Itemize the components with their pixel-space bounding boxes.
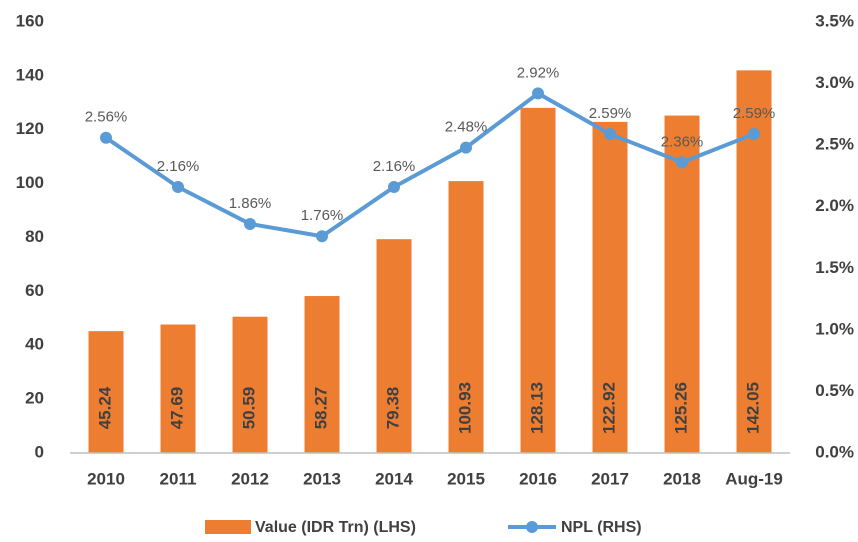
bar-value-label: 122.92 — [599, 382, 618, 434]
line-marker — [388, 181, 400, 194]
bar-value-label: 47.69 — [167, 387, 186, 430]
line-value-label: 2.59% — [733, 105, 776, 122]
y-tick-label: 80 — [25, 227, 44, 246]
y-tick-label: 100 — [16, 173, 44, 192]
legend-label: Value (IDR Trn) (LHS) — [255, 519, 416, 536]
bar — [592, 121, 628, 453]
line-value-label: 2.16% — [373, 158, 416, 175]
y-tick-label: 60 — [25, 281, 44, 300]
y-tick-label: 20 — [25, 389, 44, 408]
bar-value-label: 58.27 — [311, 387, 330, 430]
line-marker — [676, 156, 688, 169]
line-marker — [316, 230, 328, 243]
legend-label: NPL (RHS) — [561, 519, 642, 536]
y2-tick-label: 3.0% — [815, 73, 854, 92]
line-marker — [460, 141, 472, 154]
legend-swatch — [205, 520, 251, 534]
line-value-label: 2.16% — [157, 158, 200, 175]
bar-value-label: 100.93 — [455, 382, 474, 434]
line-value-label: 2.56% — [85, 109, 128, 126]
bar — [160, 324, 196, 453]
y2-tick-label: 2.5% — [815, 135, 854, 154]
x-tick-label: 2012 — [231, 469, 269, 488]
bar-value-label: 79.38 — [383, 387, 402, 430]
line-marker — [172, 181, 184, 194]
bar-value-label: 45.24 — [95, 386, 114, 429]
line — [104, 91, 755, 239]
line-value-label: 2.59% — [589, 105, 632, 122]
x-tick-label: 2010 — [87, 469, 125, 488]
x-tick-label: 2011 — [160, 469, 197, 488]
line-value-label: 2.48% — [445, 119, 488, 136]
legend-swatch — [526, 521, 538, 533]
x-tick-label: 2018 — [663, 469, 701, 488]
y-tick-label: 140 — [16, 65, 44, 84]
bar — [664, 115, 700, 453]
x-tick-label: 2015 — [447, 469, 485, 488]
x-tick-label: 2014 — [375, 469, 413, 488]
x-tick-label: 2017 — [591, 469, 629, 488]
bar — [520, 107, 556, 453]
line-marker — [100, 131, 112, 144]
line-value-label: 1.76% — [301, 207, 344, 224]
y2-tick-label: 0.0% — [815, 442, 854, 461]
y-tick-label: 0 — [35, 442, 44, 461]
y2-tick-label: 2.0% — [815, 196, 854, 215]
y2-tick-label: 1.5% — [815, 258, 854, 277]
bar-value-label: 50.59 — [239, 387, 258, 430]
bar — [448, 181, 484, 453]
bar-value-label: 125.26 — [671, 382, 690, 434]
y-tick-label: 160 — [16, 11, 44, 30]
line-marker — [748, 128, 760, 141]
bar-value-label: 142.05 — [743, 382, 762, 434]
bar — [88, 331, 124, 453]
x-tick-label: 2013 — [303, 469, 341, 488]
line-value-label: 1.86% — [229, 195, 272, 212]
y2-tick-label: 3.5% — [815, 11, 854, 30]
y-tick-label: 120 — [16, 119, 44, 138]
line-value-label: 2.92% — [517, 64, 560, 81]
x-tick-label: Aug-19 — [725, 469, 783, 488]
y2-tick-label: 1.0% — [815, 319, 854, 338]
line-marker — [244, 217, 256, 230]
bar — [376, 239, 412, 453]
bar — [232, 316, 268, 453]
line-marker — [532, 87, 544, 100]
x-tick-label: 2016 — [519, 469, 557, 488]
line-marker — [604, 128, 616, 141]
line-value-label: 2.36% — [661, 133, 704, 150]
bar-value-label: 128.13 — [527, 382, 546, 434]
bar — [304, 296, 340, 453]
y-tick-label: 40 — [25, 335, 44, 354]
y2-tick-label: 0.5% — [815, 381, 854, 400]
